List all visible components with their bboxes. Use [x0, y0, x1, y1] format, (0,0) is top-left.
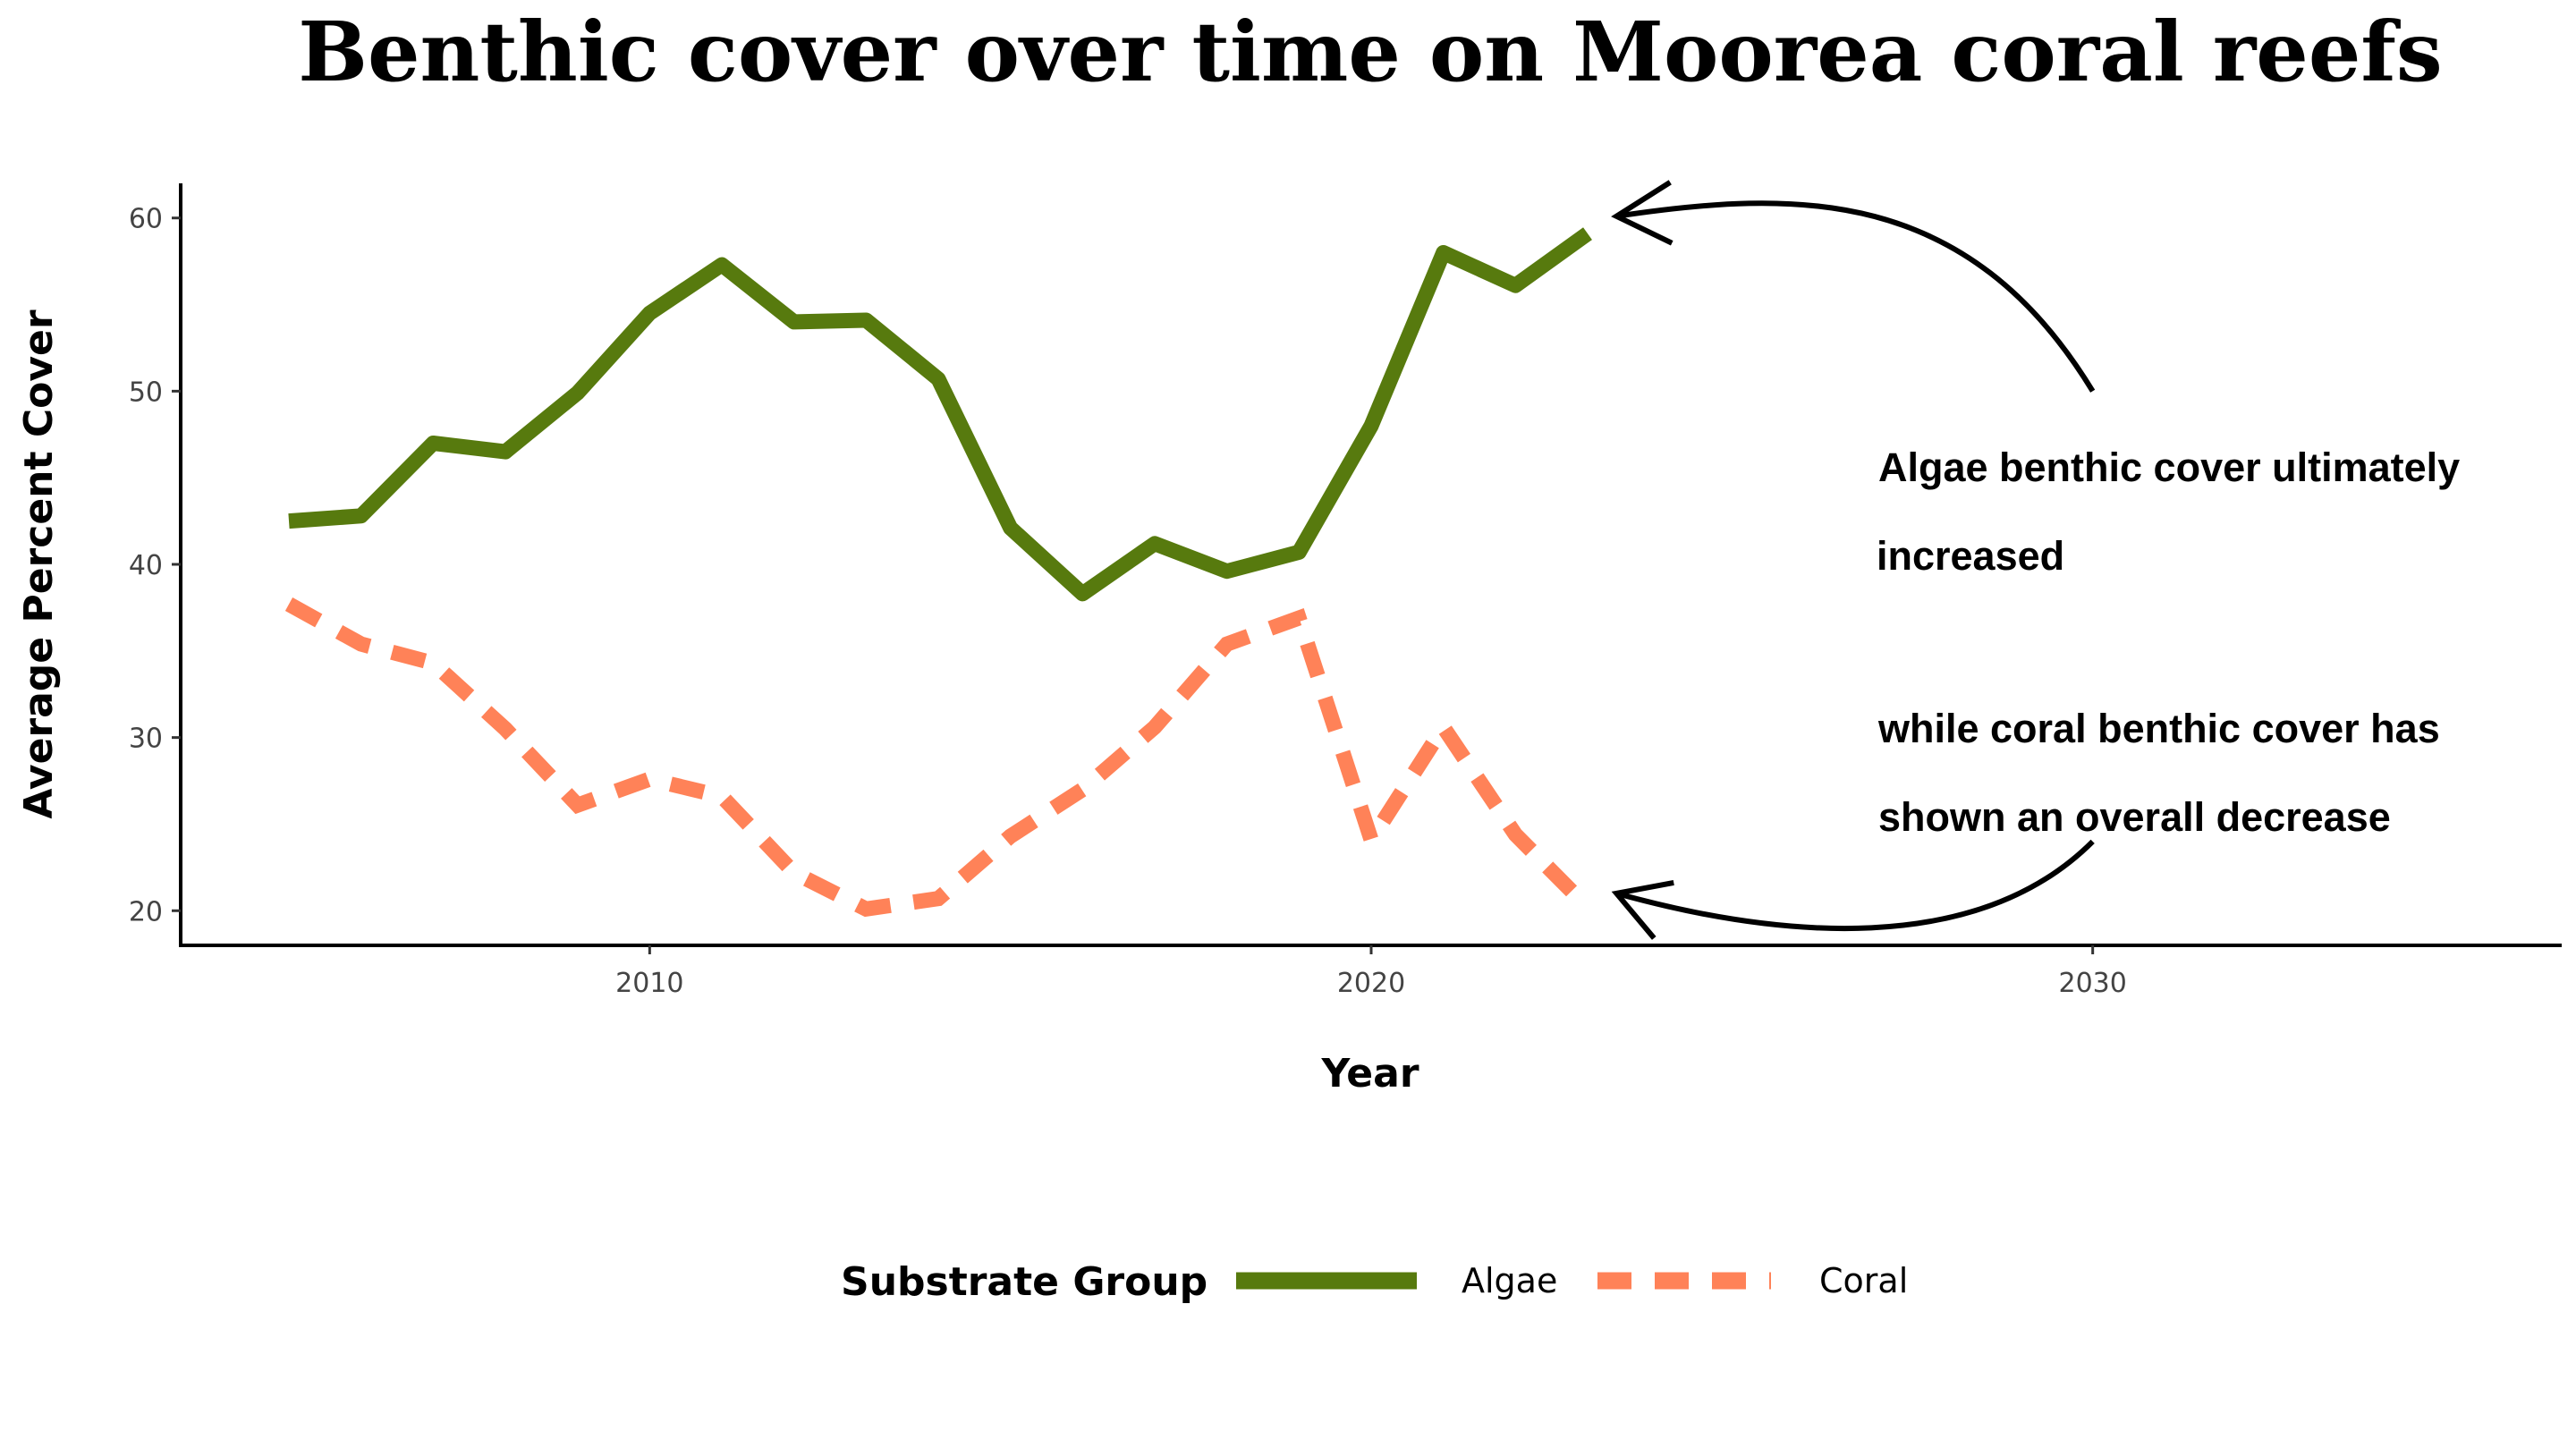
annotation-algae-line-1: Algae benthic cover ultimately — [1878, 445, 2460, 490]
annotation-coral: while coral benthic cover has shown an o… — [1877, 706, 2440, 840]
y-tick-label: 20 — [129, 896, 163, 927]
annotation-algae: Algae benthic cover ultimately increased — [1877, 445, 2460, 579]
annotation-arrow-coral — [1615, 839, 2095, 932]
annotation-coral-line-1: while coral benthic cover has — [1877, 706, 2440, 751]
y-tick-label: 60 — [129, 204, 163, 235]
y-tick-label: 50 — [129, 377, 163, 408]
annotation-arrows — [1611, 180, 2096, 940]
y-axis-title: Average Percent Cover — [16, 309, 62, 818]
y-ticks: 20 30 40 50 60 — [129, 204, 181, 927]
legend-title: Substrate Group — [841, 1259, 1208, 1305]
annotation-algae-line-2: increased — [1877, 533, 2064, 579]
legend: Substrate Group Algae Coral — [841, 1259, 1908, 1305]
chart-title: Benthic cover over time on Moorea coral … — [298, 4, 2442, 100]
series-line-coral — [284, 597, 1594, 918]
legend-label-coral: Coral — [1819, 1261, 1908, 1300]
series-line-algae — [288, 227, 1592, 602]
arrowhead-algae — [1611, 180, 1674, 246]
x-tick-label: 2030 — [2058, 968, 2126, 999]
legend-label-algae: Algae — [1462, 1261, 1557, 1300]
x-tick-label: 2020 — [1337, 968, 1405, 999]
annotation-arrow-algae — [1615, 200, 2096, 393]
series-layer — [284, 227, 1594, 918]
y-tick-label: 30 — [129, 724, 163, 755]
annotation-coral-line-2: shown an overall decrease — [1878, 794, 2391, 840]
x-tick-label: 2010 — [615, 968, 683, 999]
arrowhead-coral — [1611, 879, 1674, 940]
x-ticks: 2010 2020 2030 — [615, 945, 2127, 999]
x-axis-title: Year — [1320, 1051, 1419, 1097]
y-tick-label: 40 — [129, 550, 163, 581]
